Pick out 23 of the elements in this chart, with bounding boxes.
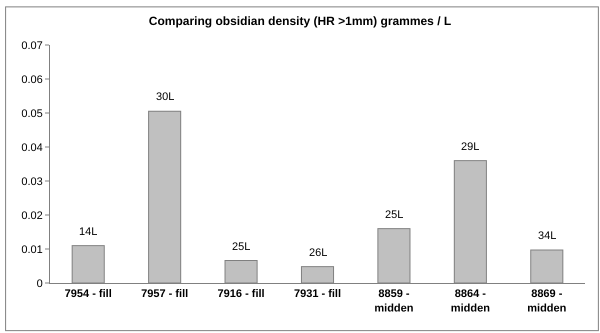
x-tick-label: 8864 - midden [450,288,490,314]
y-tick-label: 0.01 [21,244,43,256]
y-tick-label: 0.07 [21,40,43,52]
annotation: 26L [309,247,328,259]
x-tick-label: 7916 - fill [218,288,265,300]
chart-title: Comparing obsidian density (HR >1mm) grammes / L [148,14,452,28]
annotation: 34L [538,230,556,242]
x-tick-label: 7954 - fill [64,288,112,300]
y-tick-label: 0.05 [21,108,43,120]
y-tick-label: 0.04 [21,142,43,154]
y-tick-label: 0.03 [21,176,43,188]
y-tick-label: 0 [36,278,43,290]
annotation: 25L [385,209,404,221]
annotation: 30L [156,91,174,103]
x-tick-label: 7957 - fill [141,288,188,300]
annotation: 25L [232,241,250,253]
x-tick-label: 7931 - fill [294,288,342,300]
x-tick-label: 8869 - midden [527,288,567,314]
annotation: 14L [79,226,98,238]
y-tick-label: 0.02 [21,210,43,222]
annotation: 29L [461,141,480,153]
y-tick-label: 0.06 [21,74,43,86]
x-tick-label: 8859 - midden [374,288,414,314]
